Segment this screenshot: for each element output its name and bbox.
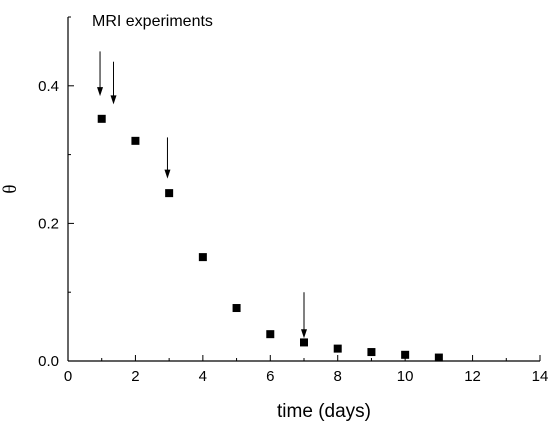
- x-tick-label: 12: [464, 368, 481, 385]
- x-axis-title: time (days): [277, 401, 371, 422]
- annotation-mri-experiments: MRI experiments: [92, 13, 213, 30]
- data-point: [434, 353, 443, 362]
- x-tick-label: 4: [199, 368, 207, 385]
- x-tick-label: 6: [266, 368, 274, 385]
- x-tick-label: 0: [64, 368, 72, 385]
- data-point: [232, 304, 241, 313]
- data-point: [165, 189, 174, 198]
- y-tick-label: 0.4: [38, 78, 59, 95]
- arrow-head: [110, 95, 117, 105]
- y-tick-label: 0.0: [38, 353, 59, 370]
- y-axis-title: θ: [0, 184, 21, 193]
- data-point: [266, 330, 275, 339]
- data-point: [198, 253, 207, 262]
- data-point: [333, 344, 342, 353]
- data-points: [97, 114, 443, 362]
- arrow-head: [97, 87, 104, 97]
- data-point: [401, 350, 410, 359]
- annotation-arrows: [97, 51, 307, 339]
- arrow-head: [301, 329, 307, 339]
- data-point: [131, 136, 140, 145]
- x-tick-label: 8: [334, 368, 342, 385]
- data-point: [300, 338, 308, 347]
- x-tick-label: 2: [131, 368, 139, 385]
- x-tick-label: 14: [532, 368, 549, 385]
- y-tick-label: 0.2: [38, 215, 59, 232]
- data-point: [367, 348, 376, 357]
- axes: 0 2 4 6 8 10 12 14 0.0 0.2 0.4: [38, 16, 549, 385]
- x-tick-label: 10: [397, 368, 414, 385]
- arrow-head: [164, 169, 171, 179]
- data-point: [97, 114, 106, 123]
